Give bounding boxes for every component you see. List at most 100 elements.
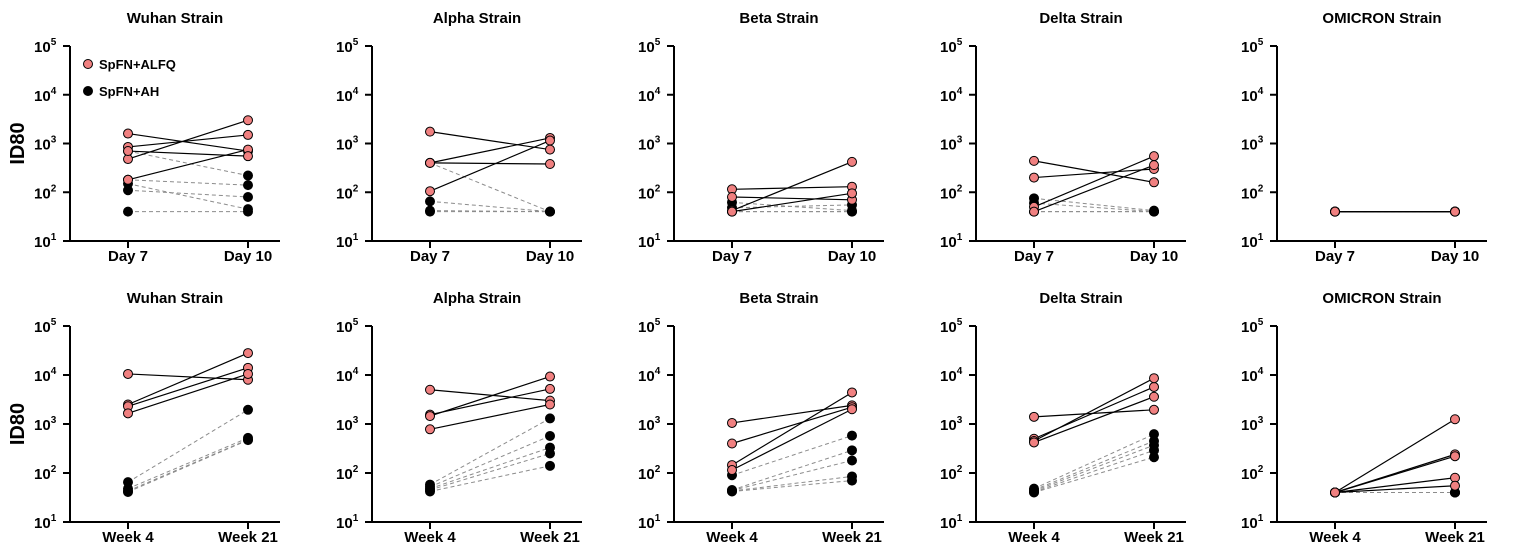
series-line (429, 453, 551, 491)
data-point (847, 188, 857, 199)
series-line (429, 388, 551, 416)
data-point (545, 144, 555, 155)
y-tick-label: 105 (940, 317, 963, 336)
data-point (243, 348, 253, 359)
x-category-label: Week 4 (102, 529, 154, 546)
data-point (123, 185, 133, 196)
y-tick-label: 102 (638, 183, 661, 202)
y-tick-label: 101 (1241, 513, 1264, 532)
data-point (847, 387, 857, 398)
legend-marker (83, 86, 93, 96)
series-line (731, 201, 853, 212)
y-tick-label: 104 (1241, 86, 1264, 105)
y-tick-label: 105 (336, 317, 359, 336)
series-line (1033, 444, 1155, 492)
series-line (127, 183, 249, 210)
data-point (425, 157, 435, 168)
y-tick-label: 101 (34, 232, 57, 251)
y-tick-label: 101 (1241, 232, 1264, 251)
x-category-label: Day 7 (1315, 248, 1355, 265)
data-point (123, 486, 133, 497)
x-category-label: Day 10 (1431, 248, 1479, 265)
y-tick-label: 101 (336, 513, 359, 532)
y-tick-label: 102 (940, 183, 963, 202)
series-line (1033, 377, 1155, 442)
data-point (847, 455, 857, 466)
data-point (847, 445, 857, 456)
series-line (731, 161, 853, 212)
series-line (1033, 449, 1155, 493)
series-line (731, 192, 853, 213)
y-tick-label: 102 (940, 464, 963, 483)
series-line (1033, 155, 1155, 208)
data-point (123, 368, 133, 379)
x-category-label: Week 21 (1425, 529, 1485, 546)
y-tick-label: 104 (940, 366, 963, 385)
series-line (127, 119, 249, 160)
x-category-label: Day 10 (1130, 248, 1178, 265)
data-point (545, 399, 555, 410)
data-point (1149, 151, 1159, 162)
series-line (127, 149, 249, 181)
x-category-label: Day 7 (108, 248, 148, 265)
panel-title: OMICRON Strain (1322, 290, 1441, 307)
panel-0-0: Wuhan Strain 101 102 103 104 105 Day 7 Day 10 (34, 10, 280, 265)
series-line (127, 150, 249, 157)
series-line (731, 435, 853, 476)
data-point (425, 486, 435, 497)
data-point (1450, 414, 1460, 425)
series-line (127, 409, 249, 483)
data-point (1029, 206, 1039, 217)
y-tick-label: 103 (336, 415, 359, 434)
data-point (1029, 172, 1039, 183)
series-line (127, 134, 249, 148)
series-line (1334, 477, 1456, 494)
series-line (429, 162, 551, 213)
series-line (731, 204, 853, 209)
y-tick-label: 104 (34, 86, 57, 105)
series-line (429, 131, 551, 151)
legend: SpFN+ALFQ SpFN+AH (83, 57, 176, 99)
x-category-label: Week 21 (1124, 529, 1184, 546)
legend-label: SpFN+ALFQ (99, 57, 176, 72)
data-point (123, 408, 133, 419)
x-category-label: Week 4 (1008, 529, 1060, 546)
series-line (1033, 160, 1155, 183)
y-tick-label: 102 (336, 183, 359, 202)
data-point (1450, 206, 1460, 217)
series-line (1033, 197, 1155, 212)
panel-title: Alpha Strain (433, 10, 521, 27)
data-point (1330, 487, 1340, 498)
y-tick-label: 101 (940, 232, 963, 251)
series-line (429, 465, 551, 492)
data-point (1029, 155, 1039, 166)
y-tick-label: 104 (34, 366, 57, 385)
y-tick-label: 105 (638, 317, 661, 336)
panel-title: OMICRON Strain (1322, 10, 1441, 27)
y-tick-label: 101 (940, 513, 963, 532)
series-line (1033, 440, 1155, 491)
data-point (1029, 487, 1039, 498)
data-point (243, 170, 253, 181)
y-tick-label: 103 (638, 135, 661, 154)
series-line (429, 137, 551, 164)
data-point (545, 448, 555, 459)
y-tick-label: 103 (940, 415, 963, 434)
data-point (1149, 391, 1159, 402)
panel-0-1: Alpha Strain 101 102 103 104 105 Day 7 Day 10 (336, 10, 582, 265)
data-point (243, 151, 253, 162)
data-point (545, 371, 555, 382)
data-point (123, 206, 133, 217)
series-line (731, 196, 853, 201)
data-point (545, 158, 555, 169)
series-line (731, 480, 853, 492)
data-point (425, 424, 435, 435)
x-category-label: Week 21 (822, 529, 882, 546)
series-line (127, 132, 249, 152)
series-line (731, 404, 853, 424)
y-tick-label: 102 (638, 464, 661, 483)
legend-marker (83, 59, 93, 69)
y-tick-label: 103 (1241, 415, 1264, 434)
data-point (847, 475, 857, 486)
